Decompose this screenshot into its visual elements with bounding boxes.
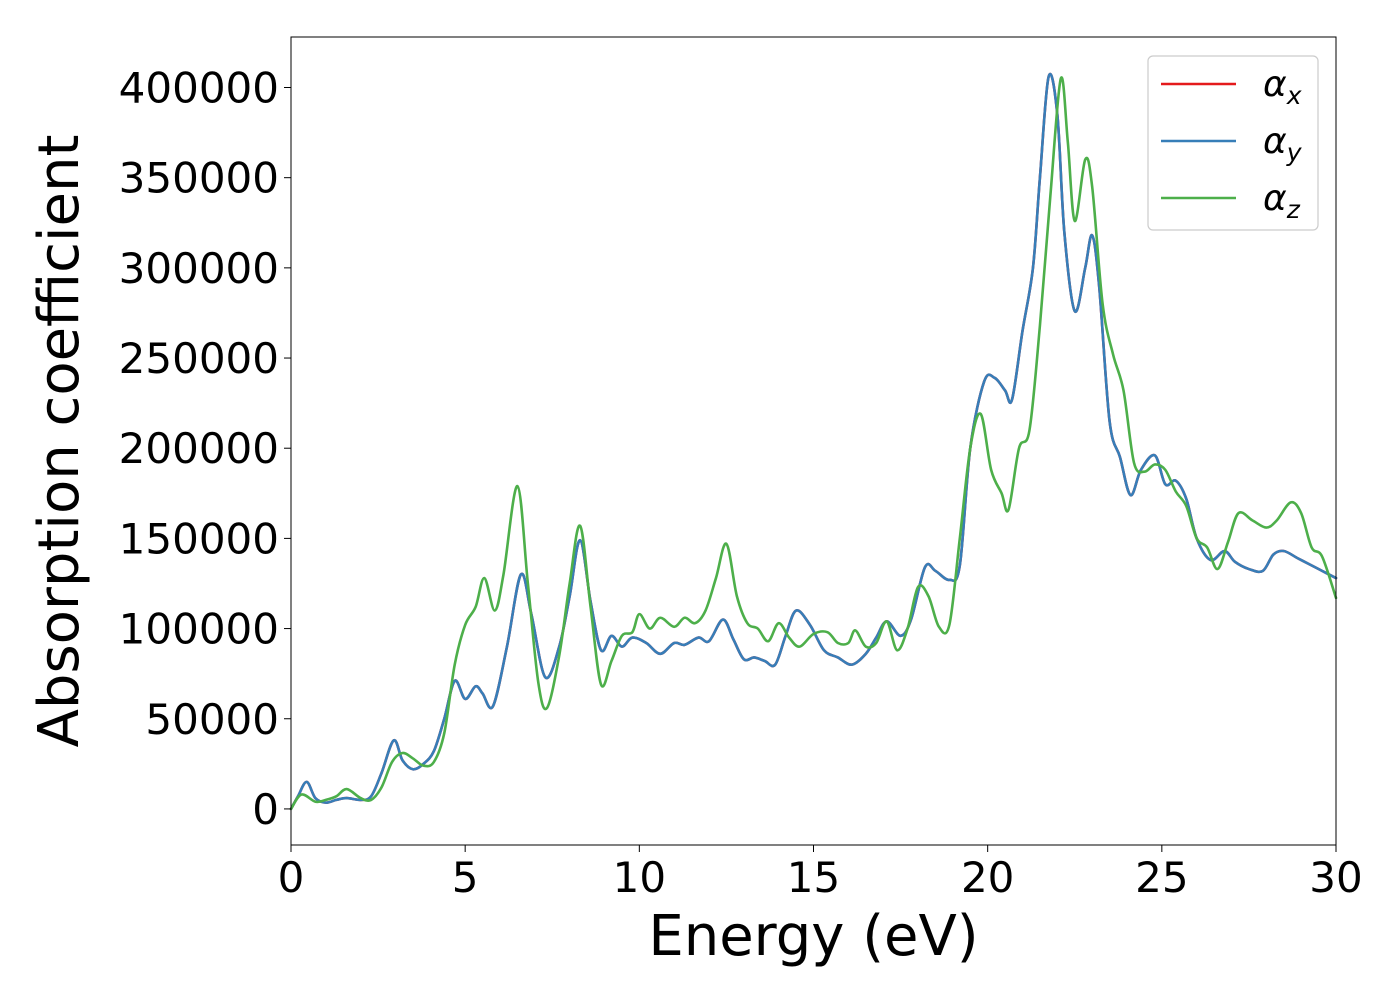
series-line-y bbox=[289, 72, 1338, 811]
y-tick-label: 300000 bbox=[119, 244, 279, 293]
legend-label-symbol: α bbox=[1263, 178, 1287, 219]
y-tick-label: 250000 bbox=[119, 334, 279, 383]
x-axis-title: Energy (eV) bbox=[648, 904, 978, 969]
y-tick-label: 400000 bbox=[119, 64, 279, 113]
x-tick-label: 10 bbox=[613, 853, 666, 902]
legend-label-y: αy bbox=[1263, 121, 1303, 167]
plot-lines bbox=[289, 72, 1338, 811]
x-tick-label: 20 bbox=[961, 853, 1014, 902]
x-axis: 0 5 10 15 20 25 30 bbox=[278, 845, 1363, 902]
legend-label-subscript: y bbox=[1286, 138, 1303, 167]
x-tick-label: 0 bbox=[278, 853, 305, 902]
y-tick-label: 350000 bbox=[119, 154, 279, 203]
y-axis: 0 50000 100000 150000 200000 250000 300000 3500… bbox=[119, 64, 291, 834]
y-tick-label: 150000 bbox=[119, 514, 279, 563]
y-tick-label: 100000 bbox=[119, 605, 279, 654]
legend-label-x: αx bbox=[1263, 64, 1302, 110]
x-tick-label: 5 bbox=[452, 853, 479, 902]
y-axis-title: Absorption coefficient bbox=[27, 135, 92, 748]
x-tick-label: 25 bbox=[1135, 853, 1188, 902]
y-tick-label: 200000 bbox=[119, 424, 279, 473]
y-tick-label: 50000 bbox=[145, 695, 279, 744]
y-tick-label: 0 bbox=[252, 785, 279, 834]
legend-label-subscript: x bbox=[1286, 81, 1302, 110]
legend-label-symbol: α bbox=[1263, 121, 1287, 162]
legend-label-z: αz bbox=[1263, 178, 1301, 224]
x-tick-label: 30 bbox=[1309, 853, 1362, 902]
legend-label-subscript: z bbox=[1286, 195, 1301, 224]
legend-label-symbol: α bbox=[1263, 64, 1287, 105]
x-tick-label: 15 bbox=[787, 853, 840, 902]
series-line-z bbox=[289, 76, 1338, 811]
legend-box bbox=[1147, 55, 1319, 231]
